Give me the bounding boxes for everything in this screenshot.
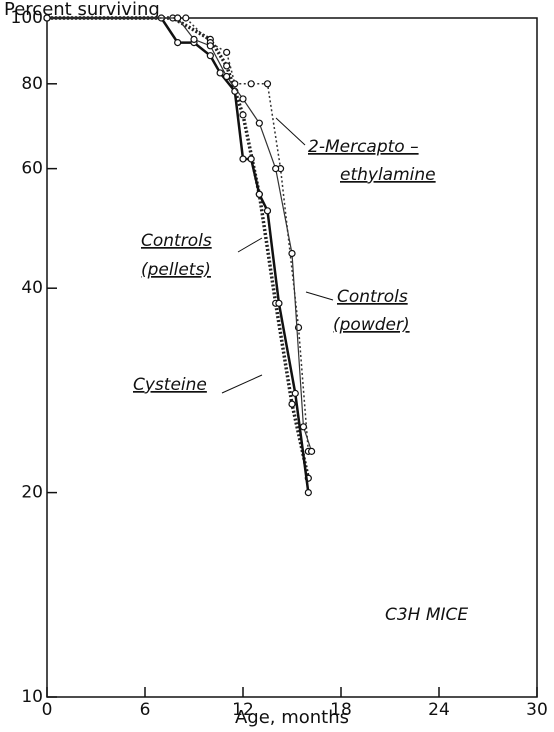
annotation: Controls <box>141 231 212 251</box>
data-point <box>239 111 247 119</box>
annotation: 2-Mercapto – <box>308 137 419 157</box>
data-point <box>174 38 182 47</box>
annotation: ethylamine <box>340 165 436 185</box>
data-point <box>299 423 308 431</box>
survival-line <box>47 16 311 479</box>
y-tick-label: 40 <box>21 278 43 298</box>
data-point <box>239 95 247 103</box>
y-tick-label: 10 <box>21 687 43 707</box>
plot-frame <box>46 17 538 698</box>
annotation: Cysteine <box>133 375 207 395</box>
data-point <box>255 190 263 198</box>
data-point <box>190 35 198 44</box>
x-tick-label: 0 <box>42 700 53 720</box>
data-point <box>247 80 255 88</box>
data-point <box>263 80 272 88</box>
data-point <box>291 389 299 397</box>
data-point <box>223 72 231 81</box>
data-point <box>43 14 51 22</box>
leader-line <box>275 117 306 146</box>
survival-line <box>47 16 310 493</box>
annotation: (powder) <box>333 315 410 335</box>
y-tick-label: 80 <box>21 74 43 94</box>
data-point <box>223 48 231 56</box>
data-point <box>182 14 190 22</box>
x-tick-label: 24 <box>428 700 450 720</box>
data-point <box>263 207 272 215</box>
data-point <box>255 119 263 127</box>
chart-title: Percent surviving <box>4 0 160 20</box>
data-point <box>231 80 239 88</box>
data-point <box>223 62 231 70</box>
leader-line <box>237 237 263 253</box>
annotation: C3H MICE <box>385 605 468 625</box>
data-point <box>288 400 296 408</box>
data-point <box>239 155 247 163</box>
y-tick-label: 20 <box>21 483 43 503</box>
data-point <box>304 489 312 497</box>
data-point <box>206 52 214 60</box>
y-tick-label: 100 <box>11 8 43 28</box>
data-point <box>216 69 224 77</box>
x-tick-label: 30 <box>526 700 548 720</box>
data-point <box>275 299 283 307</box>
y-tick-label: 60 <box>21 159 43 179</box>
x-tick-label: 6 <box>140 700 151 720</box>
leader-line <box>305 291 334 301</box>
x-tick-label: 18 <box>330 700 352 720</box>
data-point <box>206 42 214 50</box>
x-tick-label: 12 <box>232 700 254 720</box>
data-point <box>272 165 280 173</box>
annotation: Controls <box>337 287 408 307</box>
data-point <box>174 14 182 22</box>
data-point <box>247 155 255 163</box>
annotation: (pellets) <box>141 260 211 280</box>
data-point <box>308 447 316 455</box>
leader-line <box>221 374 263 394</box>
data-point <box>288 249 296 258</box>
x-axis-label: Age, months <box>235 707 349 728</box>
